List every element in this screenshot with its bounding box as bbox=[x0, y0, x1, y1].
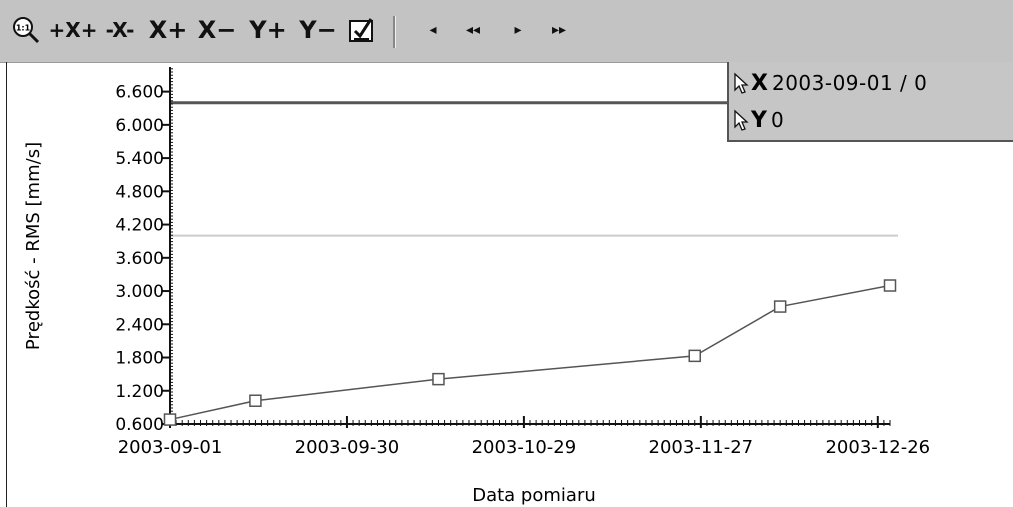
chart: 2003-09-01 2003-09-30 2003-10-29 2003-11-27… bbox=[23, 67, 930, 506]
y-plus-button[interactable]: Y+ bbox=[249, 16, 287, 44]
x-readout-label: X bbox=[751, 70, 768, 96]
y-tick-label: 4.800 bbox=[115, 182, 164, 202]
first-button[interactable]: ◂◂ bbox=[465, 22, 481, 38]
y-minus-button[interactable]: Y− bbox=[299, 16, 337, 44]
x-plus-button[interactable]: X+ bbox=[148, 16, 188, 44]
y-tick-label: 2.400 bbox=[115, 315, 164, 335]
export-button[interactable] bbox=[342, 10, 382, 50]
series-line bbox=[169, 284, 891, 421]
y-tick-label: 0.600 bbox=[115, 415, 164, 435]
data-point bbox=[432, 372, 445, 386]
x-axis: 2003-09-01 2003-09-30 2003-10-29 2003-11-27… bbox=[118, 416, 930, 458]
x-tick-label: 2003-12-26 bbox=[825, 437, 930, 458]
y-tick-label: 4.200 bbox=[115, 216, 164, 236]
reference-lines bbox=[170, 101, 898, 237]
data-point bbox=[688, 349, 701, 363]
y-tick-label: 5.400 bbox=[115, 149, 164, 169]
cursor-arrow-icon bbox=[734, 72, 749, 94]
data-point bbox=[249, 394, 262, 407]
x-readout-row: X 2003-09-01 / 0 bbox=[733, 67, 927, 99]
x-minus-button[interactable]: X− bbox=[197, 16, 237, 44]
left-border bbox=[6, 62, 7, 507]
y-readout-row: Y 0 bbox=[733, 104, 784, 136]
y-axis: 0.600 1.200 1.800 2.400 3.000 3.600 4.200 4.800… bbox=[115, 67, 173, 435]
y-tick-label: 6.600 bbox=[115, 83, 164, 103]
y-readout-label: Y bbox=[751, 107, 767, 133]
data-point bbox=[883, 279, 897, 292]
y-axis-label: Prędkość - RMS [mm/s] bbox=[23, 142, 44, 350]
x-tick-label: 2003-10-29 bbox=[472, 437, 577, 458]
x-readout-value: 2003-09-01 / 0 bbox=[771, 71, 928, 95]
zoom-reset-button[interactable]: 1:1 bbox=[6, 10, 46, 50]
toolbar-separator bbox=[393, 16, 396, 48]
zoom-reset-label: 1:1 bbox=[16, 24, 31, 33]
next-button[interactable]: ▸ bbox=[514, 22, 522, 38]
x-tick-label: 2003-09-30 bbox=[295, 437, 400, 458]
x-shrink-button[interactable]: -X- bbox=[105, 18, 135, 42]
prev-button[interactable]: ◂ bbox=[429, 22, 437, 38]
x-axis-label: Data pomiaru bbox=[472, 485, 596, 506]
y-tick-label: 1.800 bbox=[115, 349, 164, 369]
data-point bbox=[163, 413, 177, 426]
chart-toolbar: 1:1 +X+ -X- X+ X− Y+ Y− ◂ ◂◂ ▸ ▸▸ bbox=[0, 0, 1013, 63]
y-readout-value: 0 bbox=[770, 108, 785, 132]
x-tick-label: 2003-09-01 bbox=[118, 437, 223, 458]
y-tick-label: 1.200 bbox=[115, 382, 164, 402]
data-point bbox=[773, 300, 787, 313]
y-tick-label: 6.000 bbox=[115, 116, 164, 136]
magnifier-icon: 1:1 bbox=[13, 17, 40, 44]
coordinate-readout: X 2003-09-01 / 0 Y 0 bbox=[727, 62, 1013, 142]
x-tick-label: 2003-11-27 bbox=[649, 437, 754, 458]
x-expand-button[interactable]: +X+ bbox=[48, 18, 98, 42]
cursor-arrow-icon bbox=[734, 109, 749, 131]
export-icon bbox=[349, 18, 373, 42]
y-tick-label: 3.600 bbox=[115, 249, 164, 269]
last-button[interactable]: ▸▸ bbox=[551, 22, 567, 38]
series bbox=[163, 279, 897, 426]
y-tick-label: 3.000 bbox=[115, 282, 164, 302]
